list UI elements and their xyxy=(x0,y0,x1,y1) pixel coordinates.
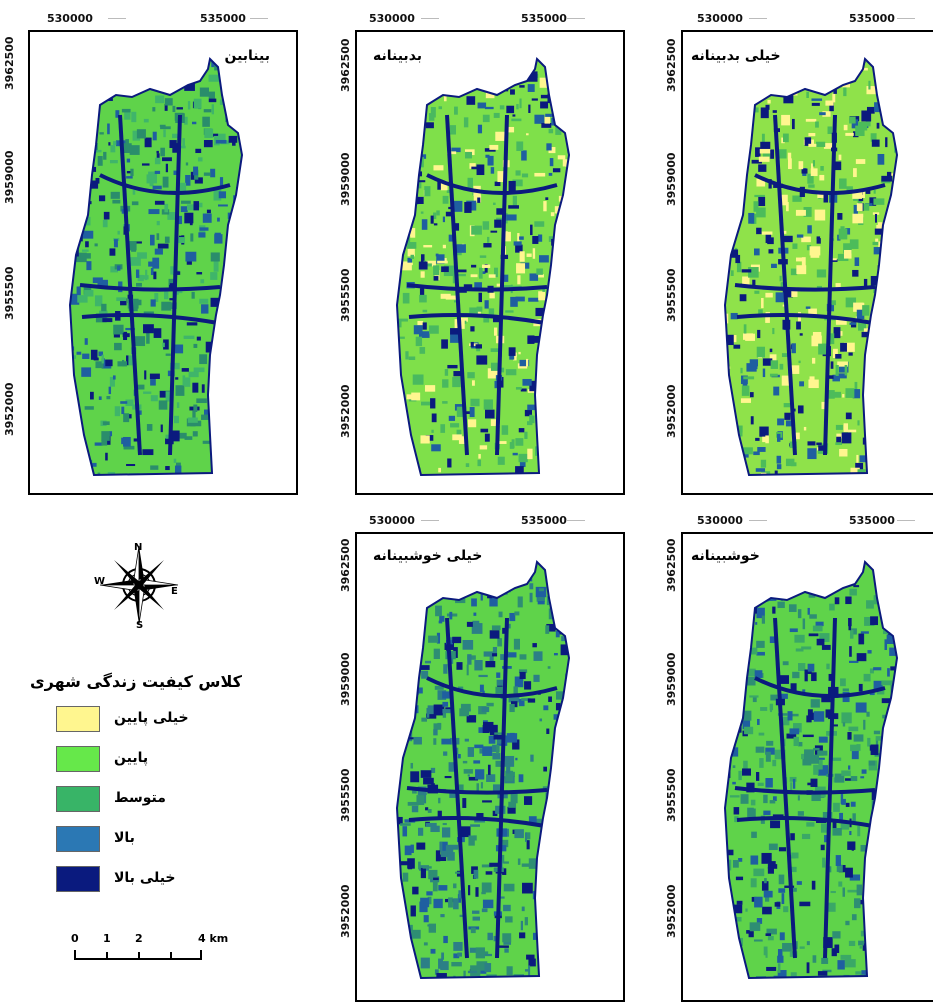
legend-swatch xyxy=(56,706,100,732)
legend-title: کلاس کیفیت زندگی شهری xyxy=(30,672,242,691)
y-tick-label: 3962500 xyxy=(665,538,678,592)
y-tick-label: 3955500 xyxy=(339,768,352,822)
map-panel-very-optimistic: 530000 535000 3962500 3959000 3955500 39… xyxy=(325,500,595,992)
x-tick-mark xyxy=(567,520,585,521)
x-tick-label: 535000 xyxy=(849,514,895,527)
y-tick-label: 3952000 xyxy=(339,884,352,938)
x-tick-mark xyxy=(897,18,915,19)
x-tick-mark xyxy=(749,18,767,19)
scale-label: 1 xyxy=(103,932,111,945)
legend-label: خیلی بالا xyxy=(114,870,176,886)
x-tick-label: 535000 xyxy=(521,12,567,25)
x-tick-label: 530000 xyxy=(369,12,415,25)
map-panel-very-pessimistic: 530000 535000 3962500 3959000 3955500 39… xyxy=(657,0,933,480)
legend-swatch xyxy=(56,826,100,852)
legend-panel: N E S W کلاس کیفیت زندگی شهری خیلی پایین… xyxy=(30,540,260,970)
scale-label: 0 xyxy=(71,932,79,945)
city-raster-map xyxy=(387,55,577,480)
legend-label: پایین xyxy=(114,750,148,766)
y-tick-label: 3955500 xyxy=(3,266,16,320)
map-panel-optimistic: 530000 535000 3962500 3959000 3955500 39… xyxy=(657,500,933,992)
x-tick-mark xyxy=(421,18,439,19)
legend-label: بالا xyxy=(114,830,135,846)
scale-bar: 0 1 2 4 km xyxy=(74,932,206,962)
scale-label: 2 xyxy=(135,932,143,945)
city-raster-map xyxy=(60,55,250,480)
legend-label: خیلی پایین xyxy=(114,710,189,726)
y-tick-label: 3952000 xyxy=(339,384,352,438)
x-tick-label: 530000 xyxy=(47,12,93,25)
y-tick-label: 3959000 xyxy=(665,152,678,206)
x-tick-mark xyxy=(108,18,126,19)
y-tick-label: 3959000 xyxy=(665,652,678,706)
y-tick-label: 3952000 xyxy=(3,382,16,436)
x-tick-label: 535000 xyxy=(200,12,246,25)
y-tick-label: 3952000 xyxy=(665,884,678,938)
map-panel-intermediate: 530000 535000 3962500 3959000 3955500 39… xyxy=(0,0,270,480)
y-tick-label: 3955500 xyxy=(665,268,678,322)
x-tick-mark xyxy=(250,18,268,19)
y-tick-label: 3955500 xyxy=(339,268,352,322)
y-tick-label: 3959000 xyxy=(3,150,16,204)
y-tick-label: 3959000 xyxy=(339,652,352,706)
legend-swatch xyxy=(56,786,100,812)
north-label: N xyxy=(134,542,142,553)
y-tick-label: 3962500 xyxy=(339,538,352,592)
y-tick-label: 3952000 xyxy=(665,384,678,438)
y-tick-label: 3962500 xyxy=(665,38,678,92)
x-tick-mark xyxy=(421,520,439,521)
scale-label: 4 km xyxy=(198,932,228,945)
north-arrow-icon: N E S W xyxy=(94,540,184,630)
x-tick-label: 535000 xyxy=(849,12,895,25)
x-tick-mark xyxy=(749,520,767,521)
x-tick-label: 530000 xyxy=(369,514,415,527)
city-raster-map xyxy=(387,558,577,983)
x-tick-mark xyxy=(897,520,915,521)
y-tick-label: 3962500 xyxy=(339,38,352,92)
map-panel-pessimistic: 530000 535000 3962500 3959000 3955500 39… xyxy=(325,0,595,480)
city-raster-map xyxy=(715,558,905,983)
legend-swatch xyxy=(56,866,100,892)
y-tick-label: 3959000 xyxy=(339,152,352,206)
y-tick-label: 3955500 xyxy=(665,768,678,822)
x-tick-mark xyxy=(567,18,585,19)
legend-swatch xyxy=(56,746,100,772)
x-tick-label: 535000 xyxy=(521,514,567,527)
city-raster-map xyxy=(715,55,905,480)
east-label: E xyxy=(171,586,178,597)
west-label: W xyxy=(94,576,105,587)
x-tick-label: 530000 xyxy=(697,514,743,527)
y-tick-label: 3962500 xyxy=(3,36,16,90)
x-tick-label: 530000 xyxy=(697,12,743,25)
south-label: S xyxy=(136,620,143,630)
legend-label: متوسط xyxy=(114,790,166,806)
